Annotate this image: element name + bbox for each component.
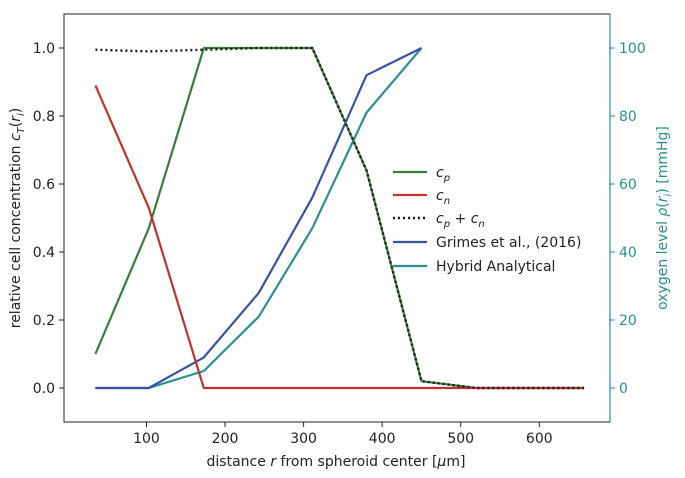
right-y-tick-label: 100 — [619, 41, 646, 57]
right-y-axis-ticks: 0 20 40 60 80 100 — [610, 41, 646, 397]
x-tick-label: 500 — [447, 431, 474, 447]
legend-label-cp: cp — [436, 165, 450, 184]
right-y-tick-label: 60 — [619, 177, 637, 193]
y-tick-label: 0.4 — [33, 245, 55, 261]
legend-label-sum: cp + cn — [436, 211, 485, 230]
plot-area — [63, 13, 611, 423]
x-tick-label: 400 — [369, 431, 396, 447]
x-axis-ticks: 100 200 300 400 500 600 — [133, 422, 553, 447]
y-tick-label: 1.0 — [33, 41, 55, 57]
x-tick-label: 600 — [526, 431, 553, 447]
series-layer — [94, 46, 585, 390]
legend-label-cn: cn — [436, 188, 450, 207]
right-y-tick-label: 40 — [619, 245, 637, 261]
right-y-tick-label: 0 — [619, 381, 628, 397]
y-axis-label: relative cell concentration cT(ri) — [8, 108, 27, 329]
y-tick-label: 0.2 — [33, 313, 55, 329]
series-line-0 — [94, 46, 585, 390]
legend-label-hybrid: Hybrid Analytical — [436, 259, 555, 275]
series-line-3 — [95, 47, 422, 390]
y-tick-label: 0.0 — [33, 381, 55, 397]
series-line-4 — [95, 47, 423, 390]
legend-label-grimes: Grimes et al., (2016) — [436, 235, 581, 251]
x-tick-label: 200 — [212, 431, 239, 447]
series-line-2 — [95, 46, 585, 390]
legend: cp cn cp + cn Grimes et al., (2016) Hybr… — [393, 165, 581, 275]
x-axis-label: distance r from spheroid center [μm] — [207, 454, 466, 470]
y-tick-label: 0.8 — [33, 109, 55, 125]
y-tick-label: 0.6 — [33, 177, 55, 193]
right-y-axis-label: oxygen level ρ(ri) [mmHg] — [655, 126, 674, 310]
x-tick-label: 300 — [290, 431, 317, 447]
right-y-tick-label: 80 — [619, 109, 637, 125]
x-tick-label: 100 — [133, 431, 160, 447]
y-axis-ticks: 0.0 0.2 0.4 0.6 0.8 1.0 — [33, 41, 64, 397]
right-y-tick-label: 20 — [619, 313, 637, 329]
